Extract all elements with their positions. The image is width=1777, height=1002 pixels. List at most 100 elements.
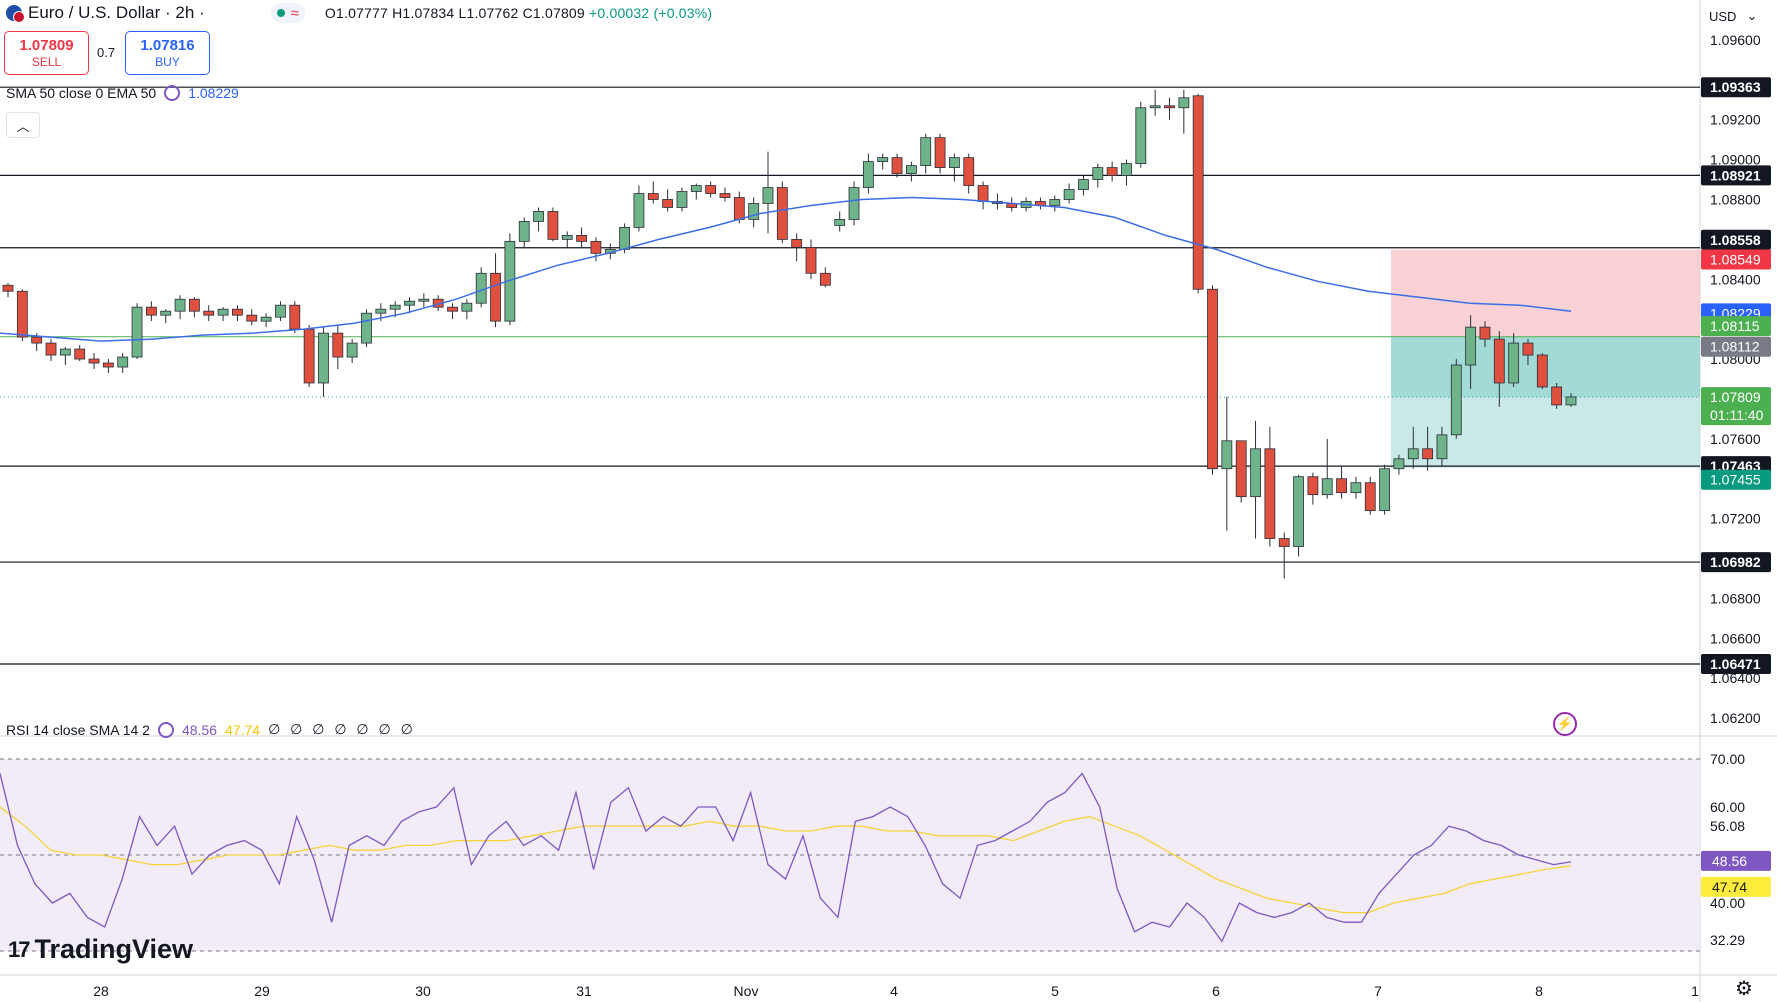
candle-body [1336, 478, 1347, 494]
candle-body [1436, 434, 1448, 460]
candle-body [145, 306, 157, 316]
candle-body [117, 356, 129, 368]
loading-icon [164, 85, 181, 101]
candle-body [676, 191, 688, 208]
chevron-down-icon: ⌄ [1746, 8, 1758, 23]
candle-body [160, 310, 172, 316]
stop-loss-zone [1391, 249, 1700, 337]
candle-body [260, 316, 272, 322]
price-axis-tag [1701, 336, 1771, 357]
candle-body [31, 336, 43, 344]
price-axis-tag-text: 1.08112 [1710, 339, 1760, 355]
time-tick-label: 29 [254, 983, 270, 999]
candle-body [59, 348, 71, 356]
rsi-axis-tag-text: 48.56 [1712, 853, 1747, 869]
ema-legend-label: SMA 50 close 0 EMA 50 [6, 85, 157, 101]
candle-body [1393, 458, 1405, 470]
candle-body [791, 238, 803, 248]
candle-body [662, 199, 674, 208]
price-axis-tag [1701, 552, 1771, 573]
price-axis-tag-text: 01:11:40 [1710, 407, 1764, 423]
time-tick-label: 28 [93, 983, 109, 999]
rsi-sma-line [0, 806, 1572, 914]
time-tick-label: 31 [576, 983, 592, 999]
tradingview-logo[interactable]: 17 TradingView [8, 934, 193, 965]
price-axis-tag [1701, 405, 1771, 426]
ema-legend[interactable]: SMA 50 close 0 EMA 50 1.08229 [6, 85, 239, 101]
price-tick-label: 1.09000 [1710, 152, 1761, 168]
candle-body [934, 137, 946, 168]
rsi-legend[interactable]: RSI 14 close SMA 14 2 48.56 47.74 ∅ ∅ ∅ … [6, 721, 416, 738]
candle-body [590, 240, 602, 254]
market-status-pill[interactable]: ≈ [270, 3, 305, 23]
candle-body [1264, 448, 1276, 539]
candle-body [1221, 440, 1233, 470]
collapse-legend-button[interactable]: ︿ [6, 112, 40, 138]
candle-body [862, 161, 874, 188]
candle-body [905, 165, 917, 174]
candle-body [647, 193, 659, 200]
time-tick-label: 4 [890, 983, 898, 999]
rsi-tick-label: 56.08 [1710, 818, 1745, 834]
candle-body [748, 203, 760, 220]
sell-button[interactable]: 1.07809 SELL [4, 31, 89, 75]
candle-body [246, 314, 258, 322]
candle-body [102, 362, 114, 368]
loading-icon [157, 721, 174, 738]
candle-body [1063, 189, 1075, 200]
candle-body [1049, 199, 1061, 206]
candle-body [375, 308, 387, 314]
buy-button[interactable]: 1.07816 BUY [125, 31, 210, 75]
candle-body [461, 302, 473, 312]
candle-body [805, 246, 817, 274]
candle-body [920, 137, 932, 166]
candle-body [189, 298, 200, 312]
price-axis-tag-text: 1.09363 [1710, 79, 1761, 95]
candle-body [1135, 107, 1147, 164]
candle-body [561, 234, 573, 240]
candle-body [1364, 482, 1376, 512]
tv-logo-icon: 17 [8, 936, 31, 962]
rsi-axis-tag [1701, 850, 1771, 871]
lightning-alert-icon[interactable]: ⚡ [1553, 712, 1577, 736]
candle-body [203, 310, 215, 316]
rsi-tick-label: 60.00 [1710, 799, 1745, 815]
time-tick-label: 7 [1374, 983, 1382, 999]
candle-body [74, 348, 86, 360]
symbol-title[interactable]: Euro / U.S. Dollar · 2h · [28, 3, 205, 22]
candle-body [1278, 538, 1290, 547]
candle-body [1407, 448, 1419, 460]
price-tick-label: 1.08800 [1710, 191, 1761, 207]
candle-body [475, 272, 487, 304]
candle-body [1479, 326, 1491, 340]
candle-body [762, 187, 774, 204]
rsi-tick-label: 70.00 [1710, 751, 1745, 767]
candle-body [2, 284, 14, 292]
ohlc-readout: O1.07777 H1.07834 L1.07762 C1.07809 +0.0… [325, 5, 712, 21]
candle-body [1207, 288, 1218, 470]
currency-selector[interactable]: USD ⌄ [1703, 4, 1765, 28]
price-tick-label: 1.06400 [1710, 670, 1761, 686]
price-axis-tag-text: 1.06982 [1710, 554, 1761, 570]
price-axis-tag [1701, 165, 1771, 186]
price-tick-label: 1.07200 [1710, 511, 1761, 527]
settings-gear-icon[interactable]: ⚙ [1735, 978, 1753, 1000]
candle-body [1235, 440, 1247, 498]
candle-body [1293, 476, 1304, 547]
rsi-legend-value: 48.56 [181, 721, 218, 738]
candle-body [1106, 167, 1118, 176]
candle-body [1178, 97, 1190, 109]
candle-body [289, 304, 301, 330]
candle-body [303, 328, 315, 384]
candle-body [848, 187, 860, 220]
candle-body [1350, 482, 1362, 494]
candle-body [332, 332, 344, 358]
candle-body [1192, 95, 1204, 290]
time-tick-label: 1 [1691, 983, 1699, 999]
brand-name: TradingView [34, 934, 194, 964]
ohlc-values: O1.07777 H1.07834 L1.07762 C1.07809 [324, 5, 585, 21]
price-axis-tag [1701, 469, 1771, 490]
candle-body [719, 193, 731, 198]
candle-body [232, 308, 243, 316]
